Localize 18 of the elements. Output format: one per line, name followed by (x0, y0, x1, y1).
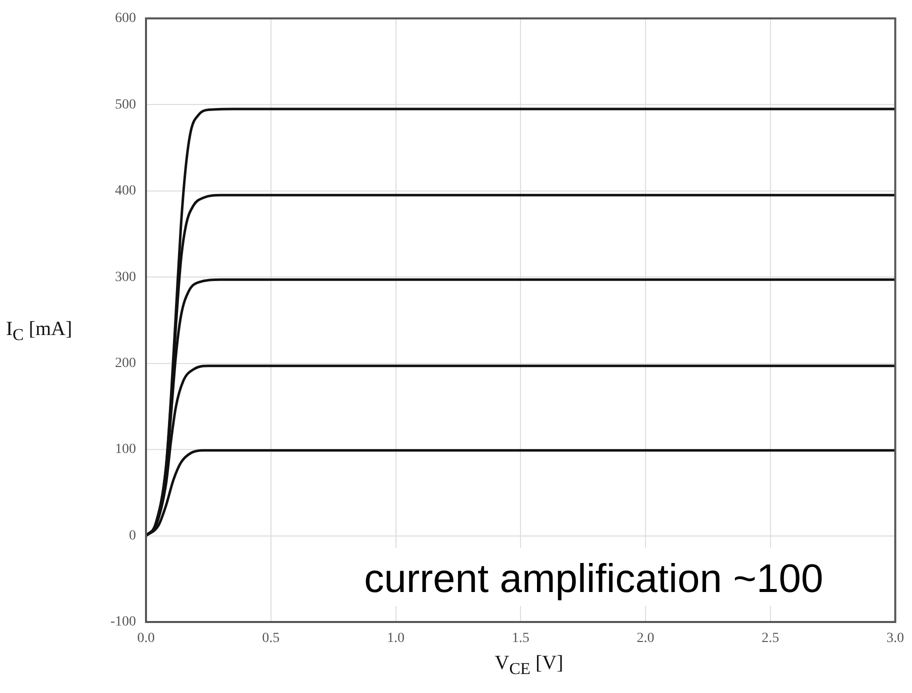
y-tick-label: 200 (115, 356, 136, 371)
x-axis-title: V$_{CE}$ [V] (494, 652, 564, 679)
x-tick-label: 2.5 (762, 631, 780, 646)
x-tick-label: 1.5 (512, 631, 530, 646)
x-tick-label: 0.5 (262, 631, 280, 646)
y-tick-label: 600 (115, 11, 136, 26)
y-tick-label: -100 (110, 614, 136, 630)
x-tick-label: 3.0 (886, 631, 904, 646)
y-tick-label: 0 (129, 528, 136, 544)
y-tick-label: 100 (115, 442, 136, 458)
y-axis-title: I$_{C}$ [mA] (6, 318, 72, 345)
y-tick-label: 400 (115, 184, 136, 199)
x-tick-label: 0.0 (137, 631, 155, 646)
y-tick-label: 500 (115, 97, 136, 112)
annotation: current amplification ~100 (364, 557, 824, 601)
x-tick-label: 1.0 (387, 631, 404, 646)
y-tick-label: 300 (115, 270, 136, 285)
x-tick-label: 2.0 (636, 631, 654, 646)
